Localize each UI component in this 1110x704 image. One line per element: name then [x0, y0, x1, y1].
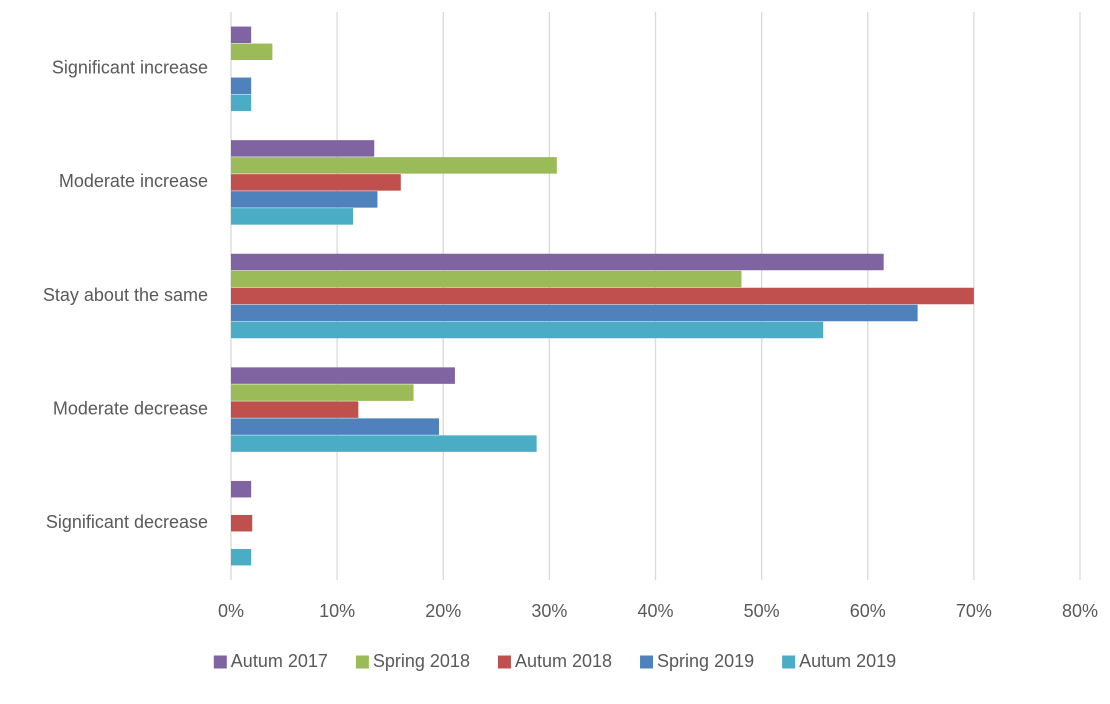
bar	[231, 401, 359, 418]
x-tick-label: 0%	[218, 601, 244, 621]
bar	[231, 77, 252, 95]
x-tick-label: 40%	[637, 601, 673, 621]
x-tick-label: 60%	[850, 601, 886, 621]
y-tick-label: Significant increase	[52, 58, 208, 78]
bar	[231, 321, 824, 339]
bar	[231, 304, 918, 322]
bar	[231, 270, 742, 288]
legend-label: Spring 2018	[373, 651, 470, 671]
legend-swatch	[355, 655, 369, 669]
legend-label: Autum 2017	[231, 651, 328, 671]
bar	[231, 191, 378, 208]
y-tick-label: Moderate decrease	[53, 398, 208, 418]
bar	[231, 435, 537, 452]
bar	[231, 480, 252, 498]
bar	[231, 157, 557, 174]
x-tick-label: 20%	[425, 601, 461, 621]
legend-label: Autum 2019	[799, 651, 896, 671]
legend-swatch	[497, 655, 511, 669]
x-tick-label: 50%	[744, 601, 780, 621]
legend-swatch	[640, 655, 654, 669]
x-tick-label: 80%	[1062, 601, 1098, 621]
bar	[231, 367, 455, 384]
x-tick-label: 10%	[319, 601, 355, 621]
bar	[231, 94, 252, 112]
bar	[231, 287, 974, 305]
x-tick-label: 70%	[956, 601, 992, 621]
x-tick-label: 30%	[531, 601, 567, 621]
bar	[231, 253, 884, 271]
legend-swatch	[213, 655, 227, 669]
y-tick-label: Stay about the same	[43, 285, 208, 305]
y-tick-label: Moderate increase	[59, 171, 208, 191]
bar	[231, 140, 375, 157]
bar	[231, 548, 252, 566]
legend-label: Spring 2019	[657, 651, 754, 671]
legend-swatch	[782, 655, 796, 669]
bar	[231, 174, 401, 191]
legend-label: Autum 2018	[515, 651, 612, 671]
bar	[231, 514, 253, 532]
bar	[231, 418, 440, 435]
bar	[231, 43, 273, 61]
bar	[231, 26, 252, 44]
y-tick-label: Significant decrease	[46, 512, 208, 532]
bar	[231, 384, 414, 401]
bar	[231, 208, 354, 225]
